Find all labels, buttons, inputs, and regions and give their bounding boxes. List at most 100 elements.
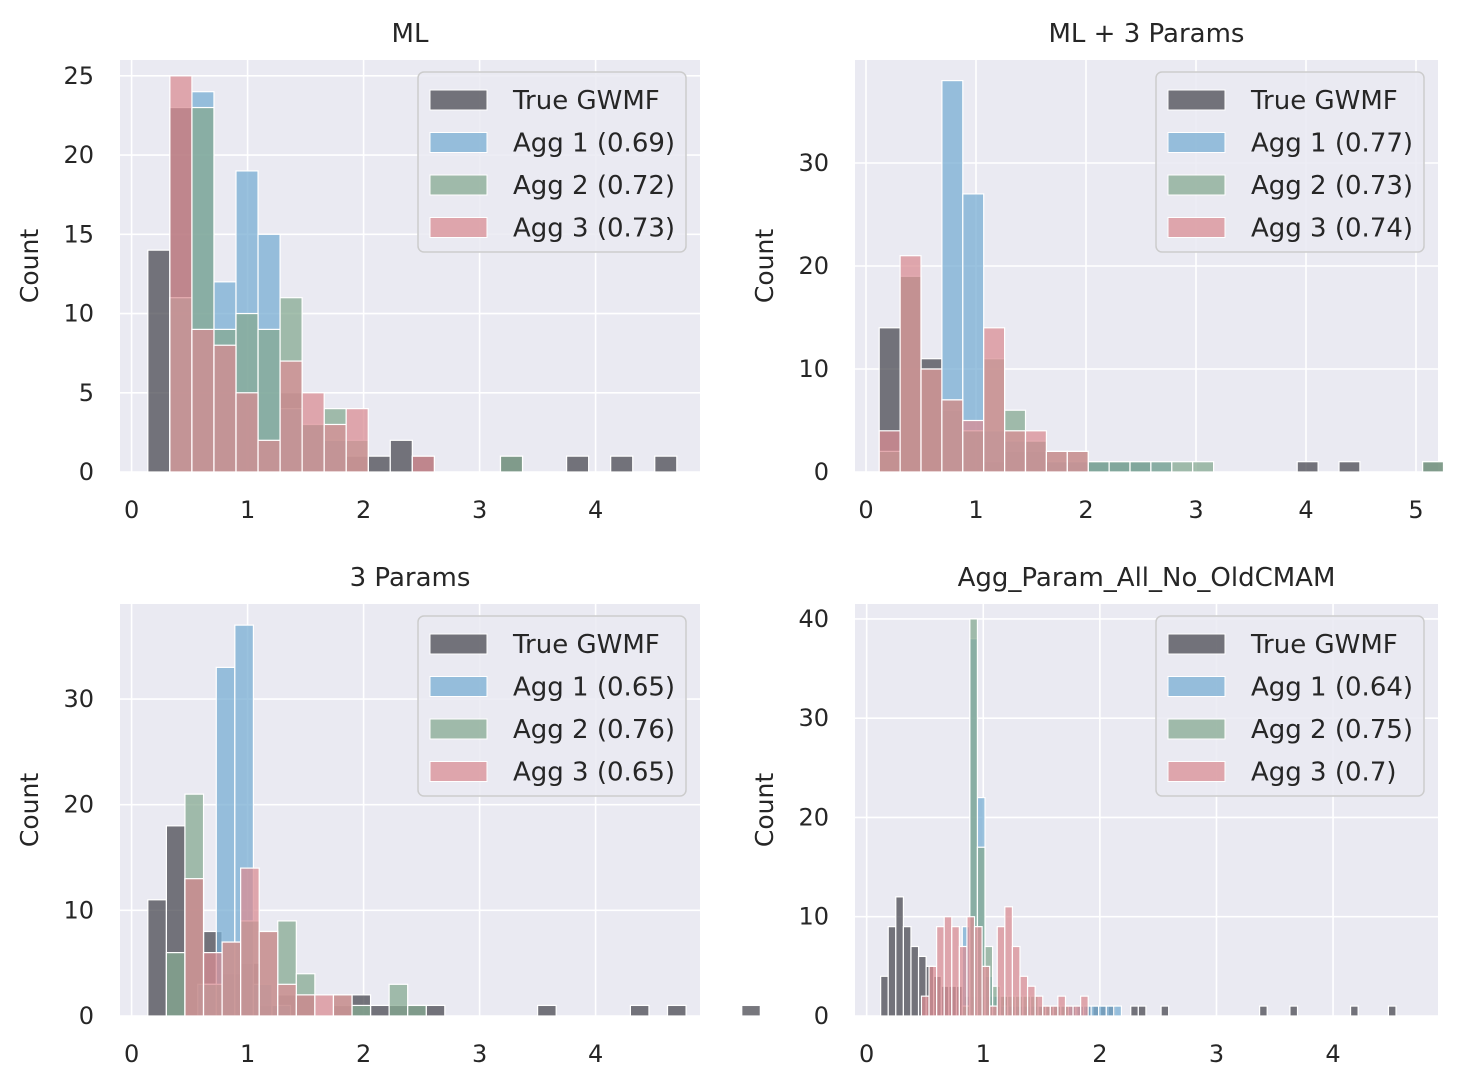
legend: True GWMF Agg 1 (0.64) Agg 2 (0.75) Agg 3 (… [1155,615,1425,797]
legend: True GWMF Agg 1 (0.65) Agg 2 (0.76) Agg 3 (… [417,615,687,797]
bar-series-4 [1004,906,1014,1017]
bar-series-4 [1066,450,1089,473]
legend-label: Agg 3 (0.65) [513,758,675,788]
y-tick-label: 25 [63,62,94,90]
bars [878,79,1445,473]
x-tick-label: 3 [472,496,487,524]
legend-swatch [429,718,488,740]
y-tick-label: 20 [63,791,94,819]
subplot-title: ML [392,19,429,49]
y-tick-label: 10 [798,903,829,931]
bar-series-4 [962,419,985,473]
y-tick-label: 15 [63,220,94,248]
bar-series-3 [1087,461,1110,473]
y-tick-label: 30 [798,149,829,177]
bar-series-4 [989,1005,998,1017]
bar-series-4 [213,344,237,473]
legend: True GWMF Agg 1 (0.77) Agg 2 (0.73) Agg 3 (… [1155,71,1425,253]
bar-series-4 [983,327,1006,473]
legend-swatch [429,761,488,782]
x-tick-label: 1 [240,496,255,524]
bar-series-4 [295,994,316,1017]
bar-series-1 [629,1004,650,1017]
bar-series-1 [367,455,391,473]
bar-series-4 [1057,995,1067,1017]
bar-series-4 [941,399,964,473]
legend-box [417,71,687,253]
y-tick-label: 5 [79,379,94,407]
y-tick-label: 0 [79,1002,94,1030]
y-tick-label: 10 [798,355,829,383]
y-tick-label: 20 [63,141,94,169]
bar-series-4 [221,941,242,1017]
x-tick-label: 2 [356,496,371,524]
bar-series-4 [332,994,353,1017]
bar-series-4 [943,916,953,1017]
bar-series-3 [1171,461,1194,473]
bar-series-1 [536,1004,557,1017]
subplot-3: 0 1 2 3 4 0 10 20 30 3 Params Count True GWMF Agg 1 … [15,563,761,1068]
legend-swatch [1167,761,1226,782]
bar-series-1 [147,899,167,1017]
bar-series-4 [1049,1005,1059,1017]
bar-series-1 [887,926,897,1017]
bar-series-1 [1259,1005,1268,1017]
bar-series-4 [1003,430,1027,473]
bar-series-4 [899,255,922,473]
x-tick-label: 4 [1298,496,1313,524]
bar-series-4 [411,455,435,473]
legend-label: Agg 1 (0.69) [513,129,675,159]
bar-series-1 [666,1004,687,1017]
x-tick-label: 0 [859,1040,874,1068]
bar-series-4 [1042,1005,1051,1017]
x-tick-label: 0 [124,1040,139,1068]
y-tick-label: 0 [814,1002,829,1030]
bar-series-4 [257,439,281,473]
legend-label: Agg 3 (0.7) [1251,758,1397,788]
legend-swatch [429,676,488,697]
bars [147,624,761,1017]
y-tick-label: 10 [63,896,94,924]
legend-label: Agg 2 (0.76) [513,715,675,745]
bar-series-3 [1421,461,1445,473]
bar-series-4 [240,867,260,1017]
bar-series-2 [1105,1005,1115,1017]
x-tick-label: 4 [588,496,603,524]
x-tick-label: 4 [1325,1040,1340,1068]
legend-swatch [1167,89,1226,111]
legend-label: True GWMF [1250,86,1398,116]
bar-series-1 [1289,1005,1299,1017]
bar-series-1 [425,1004,446,1017]
legend-swatch [429,633,488,655]
subplot-2: 0 1 2 3 4 5 0 10 20 30 ML + 3 Params Count True GWMF… [750,19,1445,524]
legend-box [1155,71,1425,253]
bar-series-4 [235,392,259,473]
bar-series-1 [902,926,912,1017]
bar-series-4 [973,926,983,1017]
bar-series-4 [928,965,938,1017]
bar-series-4 [878,430,901,473]
bars [147,75,678,473]
legend-swatch [1167,718,1226,740]
bar-series-4 [951,926,960,1017]
subplot-4: 0 1 2 3 4010203040Agg_Param_All_No_OldCMAMCo… [750,563,1438,1068]
legend-label: Agg 1 (0.65) [513,673,675,703]
subplot-1: 0 1 2 3 4 0 5 10 15 20 25 ML Count True GWMF Agg 1 (0.… [15,19,700,524]
bar-series-3 [388,983,409,1017]
y-axis-label: Count [750,229,779,303]
bar-series-3 [1192,461,1215,473]
bar-series-1 [610,455,634,473]
bar-series-4 [920,368,943,473]
bar-series-1 [1338,461,1361,473]
bar-series-4 [323,423,347,473]
bar-series-4 [920,995,930,1017]
bar-series-3 [351,1004,372,1017]
legend-label: Agg 3 (0.73) [513,214,675,244]
x-tick-label: 2 [1092,1040,1107,1068]
bar-series-3 [499,455,524,473]
x-tick-label: 1 [968,496,983,524]
y-tick-label: 10 [63,300,94,328]
bar-series-4 [1026,985,1036,1017]
x-tick-label: 3 [1209,1040,1224,1068]
x-tick-label: 2 [1078,496,1093,524]
